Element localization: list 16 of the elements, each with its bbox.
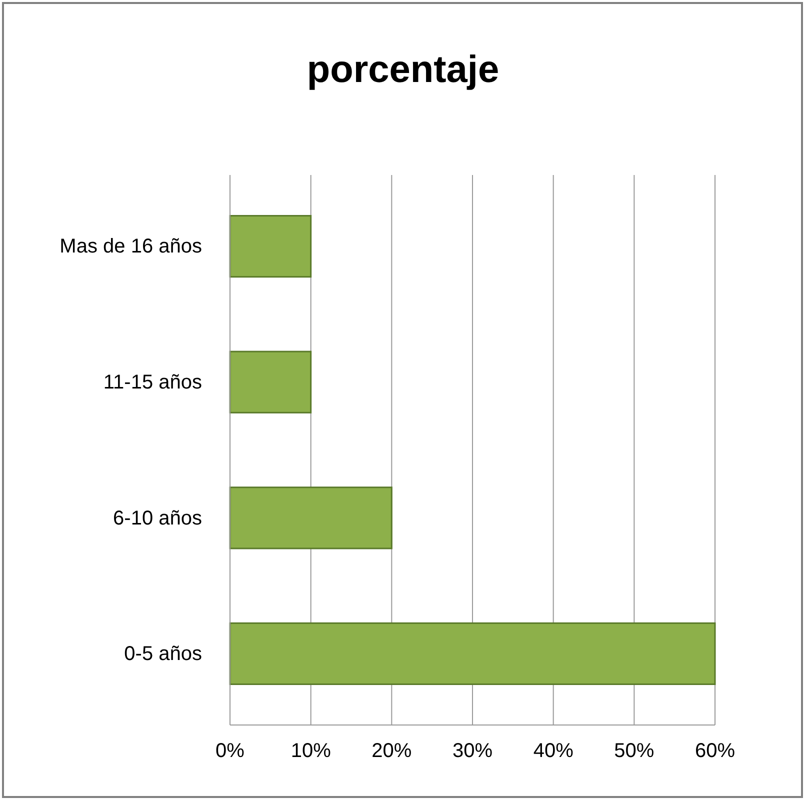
bar: [229, 350, 312, 414]
bar: [229, 486, 392, 550]
x-tick-label: 30%: [452, 740, 493, 762]
y-tick-label: Mas de 16 años: [60, 236, 202, 258]
y-tick-label: 6-10 años: [113, 507, 202, 530]
bar: [229, 622, 716, 686]
bar: [229, 214, 312, 278]
x-tick-label: 10%: [290, 740, 332, 762]
y-tick-label: 11-15 años: [103, 372, 202, 394]
x-tick-label: 0%: [216, 740, 245, 762]
x-tick-label: 60%: [694, 740, 736, 762]
x-tick-label: 50%: [614, 740, 654, 762]
x-tick-label: 20%: [372, 740, 412, 762]
chart-title: porcentaje: [306, 49, 500, 91]
x-tick-label: 40%: [533, 740, 574, 762]
y-tick-label: 0-5 años: [124, 643, 202, 666]
